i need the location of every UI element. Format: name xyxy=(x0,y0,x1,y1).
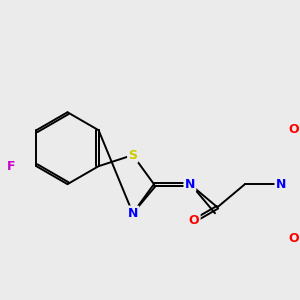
Text: S: S xyxy=(128,148,137,162)
Text: N: N xyxy=(276,178,286,191)
Text: F: F xyxy=(7,160,15,173)
Text: N: N xyxy=(185,178,195,191)
Text: O: O xyxy=(288,232,299,245)
Text: N: N xyxy=(128,207,138,220)
Text: O: O xyxy=(288,123,299,136)
Text: O: O xyxy=(189,214,200,227)
